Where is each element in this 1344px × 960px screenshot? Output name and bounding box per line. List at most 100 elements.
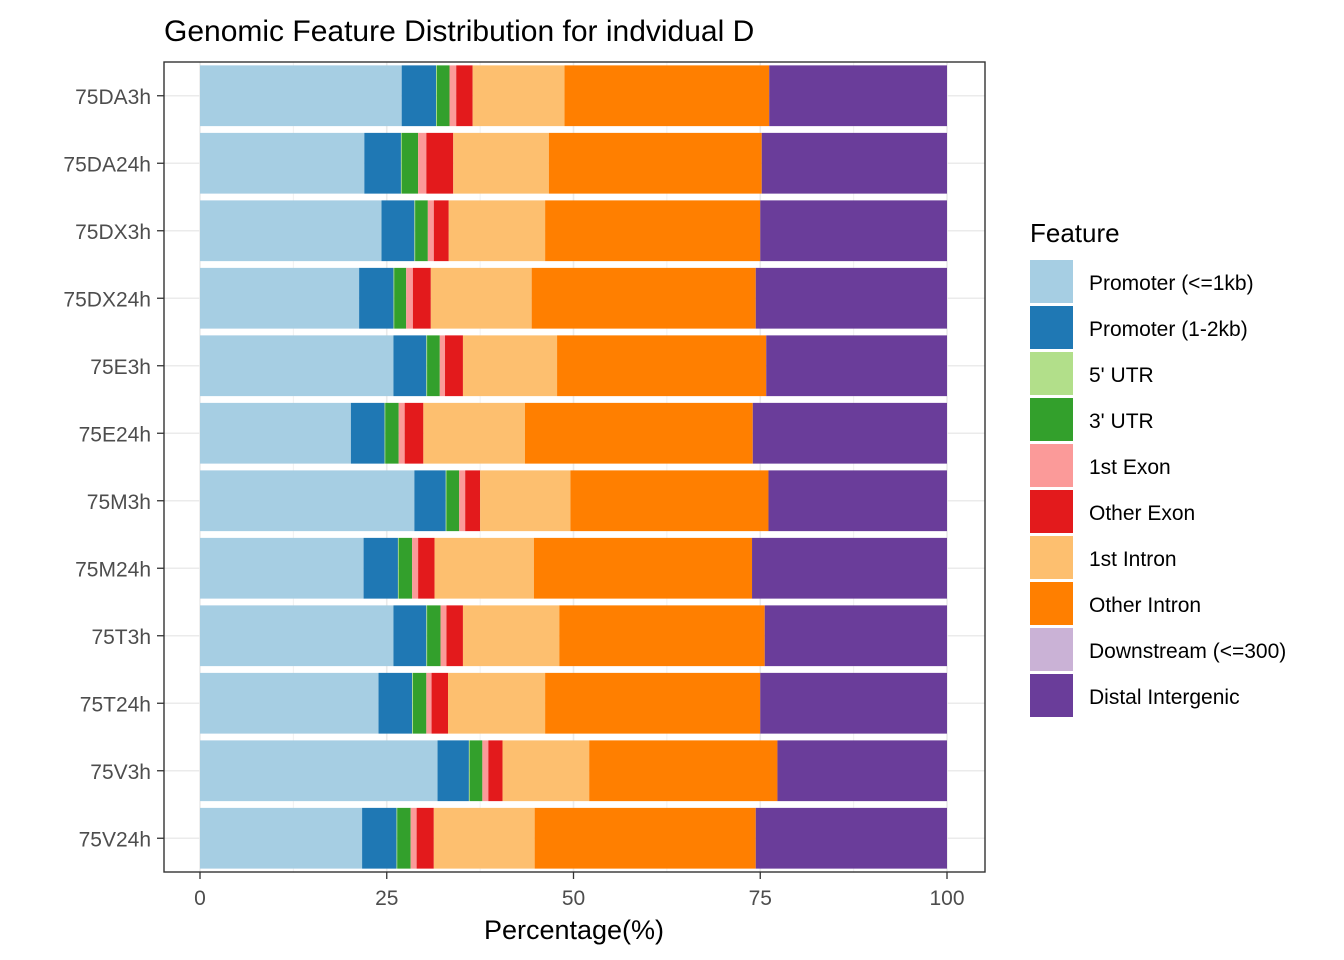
bar-segment <box>410 807 417 869</box>
bar-segment <box>482 740 489 802</box>
y-tick-label: 75V3h <box>90 761 151 784</box>
bar-segment <box>397 537 399 599</box>
bar-segment <box>200 65 402 127</box>
bar-segment <box>752 537 947 599</box>
plot-border <box>163 61 986 873</box>
bar-segment <box>769 65 947 127</box>
bar-segment <box>764 605 947 667</box>
legend-entry: Other Intron <box>1089 594 1201 617</box>
bar-segment <box>453 132 549 194</box>
bar-segment <box>456 65 473 127</box>
bar-segment <box>445 335 463 397</box>
bar-segment <box>433 200 449 262</box>
bar-segment <box>426 672 432 734</box>
bar-segment <box>414 470 446 532</box>
bar-segment <box>394 267 407 329</box>
bar-segment <box>472 65 565 127</box>
bar-segment <box>418 537 435 599</box>
bar-segment <box>200 402 351 464</box>
bar-segment <box>465 470 481 532</box>
bar-segment <box>439 335 446 397</box>
bar-segment <box>200 807 363 869</box>
y-axis: 75DA3h 75DA24h 75DX3h 75DX24h 75E3h 75E24h 75M… <box>63 86 164 851</box>
bar-segment <box>427 335 440 397</box>
bar-segment <box>462 335 558 397</box>
x-tick-label: 25 <box>375 887 398 910</box>
bar-segment <box>449 65 457 127</box>
bar-segment <box>469 740 483 802</box>
bar-segment <box>427 200 434 262</box>
legend-title: Feature <box>1030 218 1120 248</box>
bar-segment <box>364 132 401 194</box>
bar-segment <box>393 267 395 329</box>
bar-segment <box>398 402 405 464</box>
bar-segment <box>401 132 419 194</box>
bar-segment <box>200 537 364 599</box>
bar-segment <box>488 740 503 802</box>
bar-segment <box>404 402 424 464</box>
bar-segment <box>397 807 411 869</box>
x-axis-title: Percentage(%) <box>484 915 664 945</box>
legend-swatch <box>1030 536 1073 579</box>
legend-swatch <box>1030 398 1073 441</box>
bar-segment <box>398 537 413 599</box>
y-tick-label: 75DX3h <box>75 221 151 244</box>
bar-segment <box>414 200 416 262</box>
bar-segment <box>502 740 590 802</box>
bar-segment <box>589 740 778 802</box>
plot-panel <box>164 62 985 872</box>
bar-segment <box>440 605 447 667</box>
bar-segment <box>459 470 466 532</box>
bar-segment <box>760 672 947 734</box>
y-tick-label: 75DX24h <box>63 288 151 311</box>
bar-segment <box>761 132 947 194</box>
legend-entry: Promoter (1-2kb) <box>1089 318 1248 341</box>
bar-segment <box>433 807 535 869</box>
bar-segment <box>200 132 365 194</box>
legend-swatch <box>1030 628 1073 671</box>
bar-segment <box>400 132 402 194</box>
bar-segment <box>448 200 546 262</box>
bar-segment <box>418 132 427 194</box>
x-tick-label: 100 <box>929 887 964 910</box>
bar-segment <box>760 200 947 262</box>
bar-segment <box>200 335 394 397</box>
bar-segment <box>431 672 449 734</box>
legend-swatch <box>1030 582 1073 625</box>
bar-segment <box>480 470 571 532</box>
legend-swatch <box>1030 260 1073 303</box>
legend-entry: 1st Intron <box>1089 548 1177 571</box>
y-tick-label: 75M3h <box>87 491 151 514</box>
legend-swatch <box>1030 352 1073 395</box>
bar-segment <box>548 132 762 194</box>
bar-segment <box>436 65 437 127</box>
bar-segment <box>545 672 761 734</box>
bar-segment <box>385 402 399 464</box>
bar-segment <box>200 672 379 734</box>
bar-segment <box>524 402 753 464</box>
bar-segment <box>564 65 770 127</box>
x-axis: 0 25 50 75 100 <box>194 872 965 910</box>
bars <box>200 65 947 869</box>
bar-segment <box>200 470 415 532</box>
legend-entry: Distal Intergenic <box>1089 686 1240 709</box>
bar-segment <box>426 132 454 194</box>
legend-swatch <box>1030 490 1073 533</box>
bar-segment <box>423 402 525 464</box>
bar-segment <box>384 402 386 464</box>
legend-entry: 3' UTR <box>1089 410 1154 433</box>
bar-segment <box>430 267 532 329</box>
chart-title: Genomic Feature Distribution for indvidu… <box>164 15 754 48</box>
bar-segment <box>766 335 947 397</box>
bar-segment <box>427 605 441 667</box>
bar-segment <box>200 267 360 329</box>
bar-segment <box>200 740 438 802</box>
x-tick-label: 50 <box>562 887 585 910</box>
bar-segment <box>545 200 761 262</box>
y-tick-label: 75DA3h <box>75 86 151 109</box>
legend-swatch <box>1030 444 1073 487</box>
bar-segment <box>557 335 767 397</box>
x-tick-label: 0 <box>194 887 206 910</box>
bar-segment <box>777 740 947 802</box>
